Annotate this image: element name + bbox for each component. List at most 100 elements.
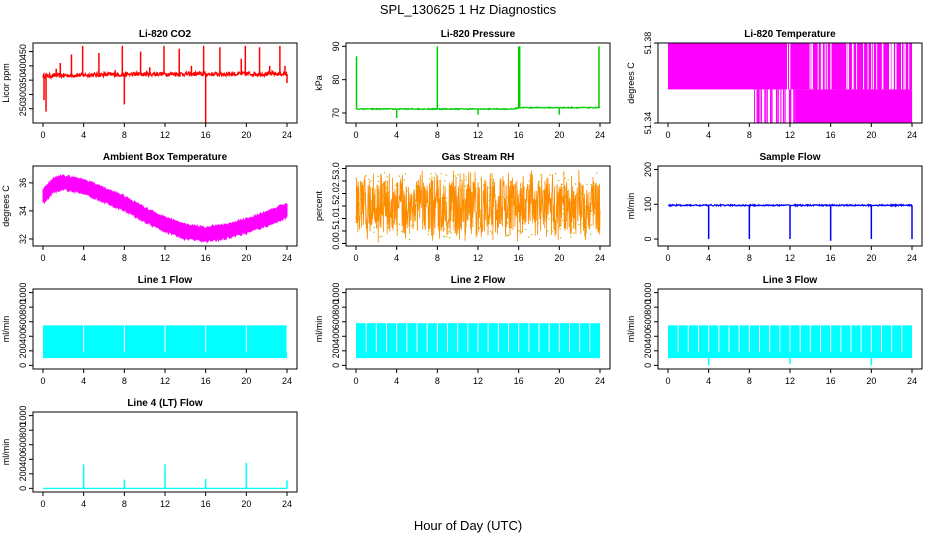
- x-tick-label: 4: [394, 253, 399, 263]
- noise-dot: [589, 213, 592, 216]
- noise-dot: [581, 186, 583, 188]
- x-tick-label: 12: [785, 253, 795, 263]
- noise-dot: [430, 196, 433, 198]
- series: [42, 45, 288, 123]
- noise-dot: [585, 232, 587, 234]
- noise-dot: [550, 205, 553, 208]
- y-tick-label: 1000: [18, 283, 28, 303]
- noise-dot: [538, 181, 541, 183]
- panel-title: Gas Stream RH: [442, 152, 515, 163]
- x-tick-label: 0: [665, 130, 670, 140]
- x-tick-label: 24: [907, 253, 917, 263]
- x-tick-label: 24: [907, 376, 917, 386]
- noise-dot: [570, 236, 572, 238]
- y-tick-label: 400: [18, 58, 28, 73]
- noise-dot: [594, 198, 596, 201]
- noise-dot: [582, 225, 584, 227]
- x-tick-label: 12: [160, 499, 170, 509]
- noise-dot: [445, 235, 448, 238]
- noise-dot: [540, 210, 542, 213]
- noise-dot: [571, 212, 573, 214]
- noise-dot: [543, 201, 546, 204]
- noise-dot: [559, 187, 561, 189]
- noise-dot: [454, 194, 457, 196]
- noise-dot: [376, 225, 378, 227]
- x-tick-label: 4: [81, 499, 86, 509]
- noise-dot: [418, 186, 420, 189]
- noise-dot: [590, 233, 592, 235]
- y-tick-label: 80: [331, 75, 341, 85]
- x-tick-label: 20: [554, 376, 564, 386]
- x-tick-label: 4: [394, 376, 399, 386]
- series: [43, 462, 288, 489]
- x-tick-label: 20: [554, 253, 564, 263]
- panel-frame: [32, 42, 298, 124]
- noise-dot: [408, 208, 410, 210]
- panel-frame: [657, 288, 923, 370]
- noise-dot: [470, 228, 472, 231]
- noise-dot: [487, 221, 489, 223]
- noise-dot: [478, 227, 481, 229]
- noise-dot: [445, 197, 447, 200]
- noise-dot: [445, 174, 447, 176]
- noise-dot: [448, 200, 450, 203]
- noise-dot: [413, 190, 416, 192]
- noise-dot: [472, 225, 474, 227]
- noise-dot: [445, 201, 447, 203]
- noise-dot: [526, 184, 529, 186]
- noise-dot: [559, 225, 562, 227]
- noise-dot: [445, 223, 448, 225]
- y-tick-label: 90: [331, 41, 341, 51]
- noise-dot: [369, 194, 371, 196]
- panel-1: Li-820 Pressure kPa 0 4 8 12 16 20 24 70 80 90: [314, 29, 611, 140]
- y-tick-label: 2.0: [331, 187, 341, 200]
- noise-dot: [447, 232, 449, 235]
- panel-4: Gas Stream RH percent 0 4 8 12 16 20 24 0.00.51.0…: [314, 152, 611, 263]
- noise-dot: [476, 232, 478, 235]
- x-tick-label: 16: [826, 253, 836, 263]
- x-tick-label: 16: [201, 253, 211, 263]
- noise-dot: [371, 187, 374, 189]
- noise-dot: [512, 210, 514, 213]
- x-tick-label: 8: [122, 253, 127, 263]
- y-tick-label: 2.5: [331, 175, 341, 188]
- noise-dot: [578, 223, 580, 226]
- noise-dot: [589, 198, 592, 200]
- panel-frame: [657, 42, 923, 124]
- noise-dot: [461, 193, 463, 196]
- noise-dot: [506, 222, 509, 224]
- noise-dot: [552, 217, 554, 220]
- noise-dot: [581, 192, 583, 195]
- noise-dot: [398, 175, 401, 177]
- panel-ylabel: degrees C: [1, 185, 11, 227]
- series-line: [42, 69, 288, 80]
- y-tick-label: 600: [331, 314, 341, 329]
- noise-dot: [596, 196, 599, 198]
- series: [668, 324, 912, 366]
- noise-dot: [550, 226, 553, 229]
- series: [667, 203, 913, 241]
- noise-dot: [377, 175, 379, 178]
- x-tick-label: 20: [554, 130, 564, 140]
- panel-frame: [345, 165, 611, 247]
- x-tick-label: 20: [241, 253, 251, 263]
- x-tick-label: 8: [747, 130, 752, 140]
- noise-dot: [395, 184, 397, 187]
- noise-dot: [497, 214, 500, 216]
- noise-dot: [414, 199, 417, 202]
- panel-ylabel: ml/min: [626, 193, 636, 220]
- noise-dot: [373, 197, 375, 199]
- panel-9: Line 4 (LT) Flow ml/min 0 4 8 12 16 20 24 0 200400…: [1, 398, 298, 509]
- y-tick-label: 1.5: [331, 200, 341, 213]
- panel-title: Line 3 Flow: [763, 275, 818, 286]
- panel-title: Line 2 Flow: [451, 275, 506, 286]
- y-tick-label: 250: [18, 101, 28, 116]
- x-tick-label: 16: [826, 376, 836, 386]
- x-tick-label: 4: [706, 130, 711, 140]
- y-tick-label: 600: [18, 314, 28, 329]
- panel-3: Ambient Box Temperature degrees C 0 4 8 12 16 2…: [1, 152, 298, 263]
- noise-dot: [555, 173, 557, 175]
- noise-dot: [547, 230, 549, 232]
- x-tick-label: 0: [40, 376, 45, 386]
- noise-dot: [373, 231, 375, 233]
